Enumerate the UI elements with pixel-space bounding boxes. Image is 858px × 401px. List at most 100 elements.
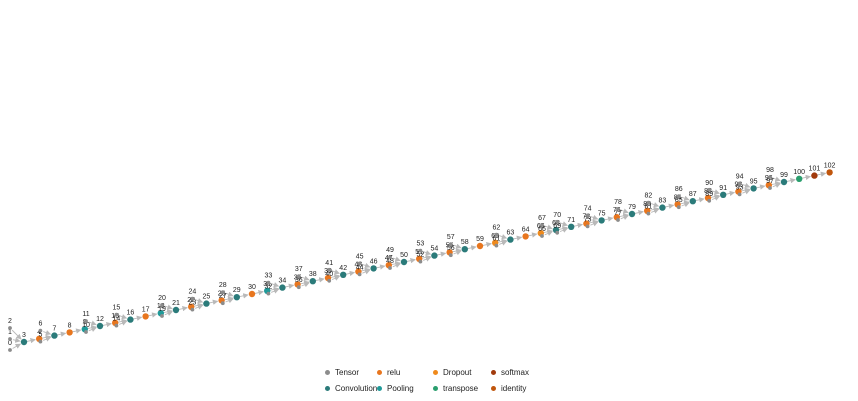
legend-label: relu (387, 368, 401, 377)
node-convolution-95[interactable] (750, 185, 757, 192)
node-convolution-87[interactable] (689, 198, 696, 205)
node-identity-102[interactable] (826, 169, 833, 176)
node-relu-59[interactable] (476, 242, 484, 250)
node-convolution-58[interactable] (461, 246, 468, 253)
node-convolution-25[interactable] (203, 300, 210, 307)
node-label: 29 (233, 287, 241, 294)
node-tensor-0[interactable] (8, 348, 12, 352)
node-tensor-41[interactable] (327, 267, 332, 272)
edge (392, 256, 401, 262)
node-tensor-85[interactable] (676, 205, 681, 210)
node-relu-17[interactable] (142, 313, 149, 320)
node-label: 39 (324, 268, 332, 275)
node-tensor-48[interactable] (388, 266, 392, 270)
node-convolution-12[interactable] (96, 322, 104, 330)
node-tensor-86[interactable] (676, 194, 681, 199)
edge (590, 221, 599, 227)
node-label: 77 (614, 210, 622, 217)
legend-label: transpose (443, 384, 479, 393)
node-tensor-19[interactable] (160, 314, 164, 318)
node-relu-30[interactable] (248, 290, 256, 298)
node-softmax-101[interactable] (811, 172, 818, 179)
node-tensor-44[interactable] (357, 272, 362, 277)
node-tensor-5[interactable] (38, 339, 43, 344)
node-transpose-100[interactable] (796, 175, 803, 182)
node-tensor-77[interactable] (616, 218, 620, 222)
node-tensor-2[interactable] (8, 326, 12, 330)
node-tensor-52[interactable] (418, 259, 423, 264)
node-tensor-20[interactable] (160, 303, 164, 307)
node-tensor-69[interactable] (555, 230, 560, 235)
node-tensor-74[interactable] (585, 213, 590, 218)
node-label: 7 (52, 326, 56, 333)
node-convolution-50[interactable] (400, 258, 408, 266)
legend-swatch (377, 370, 382, 375)
node-tensor-1[interactable] (8, 337, 12, 341)
node-convolution-99[interactable] (780, 178, 788, 186)
node-label: 59 (476, 236, 484, 243)
node-tensor-32[interactable] (266, 291, 271, 296)
node-tensor-24[interactable] (190, 296, 195, 301)
node-tensor-93[interactable] (737, 192, 742, 197)
node-label: 62 (493, 225, 501, 232)
node-tensor-15[interactable] (114, 312, 119, 317)
node-tensor-82[interactable] (646, 200, 651, 205)
node-tensor-89[interactable] (707, 198, 712, 203)
node-tensor-11[interactable] (84, 319, 88, 323)
node-convolution-71[interactable] (568, 223, 575, 230)
node-convolution-34[interactable] (279, 284, 286, 291)
node-tensor-40[interactable] (327, 278, 332, 283)
node-tensor-37[interactable] (296, 274, 301, 279)
node-label: 69 (553, 223, 561, 230)
node-convolution-7[interactable] (51, 332, 58, 339)
node-tensor-57[interactable] (448, 242, 453, 247)
node-tensor-90[interactable] (707, 187, 712, 192)
node-label: 99 (780, 172, 788, 179)
node-label: 58 (461, 239, 469, 246)
node-convolution-83[interactable] (659, 204, 666, 211)
node-tensor-14[interactable] (114, 323, 119, 328)
node-convolution-46[interactable] (370, 265, 377, 272)
node-label: 76 (613, 207, 621, 214)
node-tensor-62[interactable] (494, 232, 499, 237)
node-tensor-23[interactable] (190, 307, 195, 312)
node-tensor-97[interactable] (768, 186, 772, 190)
node-relu-8[interactable] (66, 329, 73, 336)
node-convolution-42[interactable] (340, 271, 347, 278)
node-tensor-6[interactable] (38, 328, 43, 333)
node-tensor-81[interactable] (646, 211, 651, 216)
node-tensor-10[interactable] (84, 330, 88, 334)
node-tensor-67[interactable] (540, 223, 544, 227)
node-tensor-33[interactable] (266, 280, 271, 285)
node-convolution-16[interactable] (127, 316, 134, 323)
legend-label: identity (501, 384, 527, 393)
node-convolution-75[interactable] (598, 217, 605, 224)
node-tensor-73[interactable] (585, 224, 590, 229)
node-relu-64[interactable] (522, 233, 529, 240)
node-convolution-38[interactable] (309, 278, 316, 285)
node-convolution-21[interactable] (172, 306, 180, 314)
node-tensor-66[interactable] (540, 234, 544, 238)
node-tensor-56[interactable] (448, 253, 453, 258)
edge (711, 195, 721, 201)
node-convolution-79[interactable] (628, 210, 636, 218)
node-convolution-54[interactable] (431, 252, 438, 259)
node-tensor-27[interactable] (220, 301, 225, 306)
node-tensor-61[interactable] (494, 243, 499, 248)
node-tensor-70[interactable] (555, 219, 560, 224)
node-convolution-29[interactable] (233, 294, 240, 301)
node-convolution-63[interactable] (507, 236, 514, 243)
node-tensor-78[interactable] (616, 207, 620, 211)
node-tensor-94[interactable] (737, 181, 742, 186)
node-tensor-36[interactable] (296, 285, 301, 290)
node-label: 60 (491, 233, 499, 240)
node-tensor-98[interactable] (768, 175, 772, 179)
node-tensor-53[interactable] (418, 248, 423, 253)
node-label: 35 (294, 274, 302, 281)
node-convolution-91[interactable] (720, 191, 727, 198)
node-tensor-45[interactable] (357, 261, 362, 266)
node-tensor-49[interactable] (388, 255, 392, 259)
legend-item-pooling: Pooling (377, 384, 414, 393)
node-convolution-3[interactable] (20, 338, 28, 346)
node-tensor-28[interactable] (220, 290, 225, 295)
